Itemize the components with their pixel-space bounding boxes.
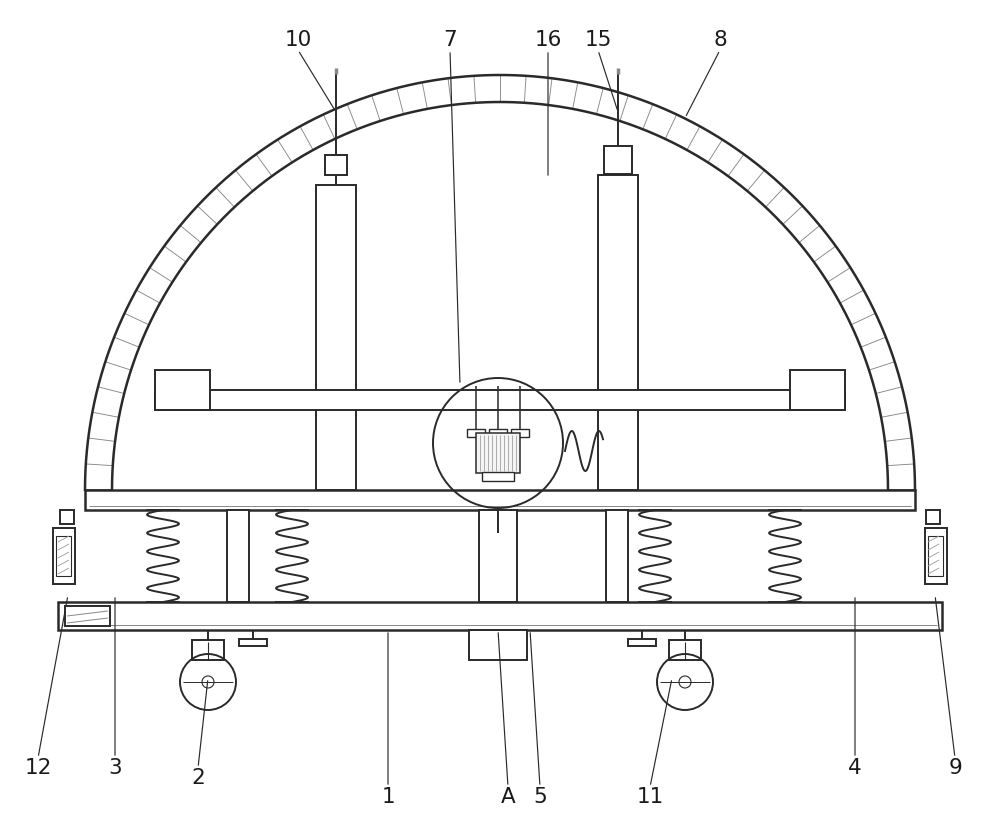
Bar	[155, 370, 210, 410]
Text: 10: 10	[284, 30, 312, 50]
Text: 3: 3	[108, 758, 122, 778]
Text: 15: 15	[584, 30, 612, 50]
Text: 9: 9	[948, 758, 962, 778]
Bar	[325, 155, 347, 175]
Bar	[926, 510, 940, 524]
Bar	[604, 146, 632, 174]
Bar	[60, 510, 74, 524]
Bar	[469, 630, 527, 660]
Bar	[56, 536, 71, 576]
Bar	[511, 429, 529, 437]
Bar	[928, 536, 943, 576]
Bar	[53, 528, 75, 584]
Text: 11: 11	[636, 787, 664, 807]
Bar	[925, 528, 947, 584]
Bar	[606, 510, 628, 602]
Text: 1: 1	[381, 787, 395, 807]
Bar	[155, 390, 845, 410]
Bar	[482, 472, 514, 481]
Text: A: A	[501, 787, 515, 807]
Bar	[467, 429, 485, 437]
Bar	[227, 510, 249, 602]
Bar	[316, 185, 356, 490]
Text: 4: 4	[848, 758, 862, 778]
Text: 2: 2	[191, 768, 205, 788]
Text: 16: 16	[534, 30, 562, 50]
Text: 5: 5	[533, 787, 547, 807]
Bar	[239, 639, 267, 646]
Bar	[58, 602, 942, 630]
Bar	[479, 510, 517, 602]
Bar	[598, 175, 638, 490]
Bar	[85, 490, 915, 510]
Bar	[476, 433, 520, 473]
Text: 12: 12	[24, 758, 52, 778]
Text: 7: 7	[443, 30, 457, 50]
Bar	[489, 429, 507, 437]
Bar	[669, 640, 701, 660]
Text: 8: 8	[713, 30, 727, 50]
Bar	[628, 639, 656, 646]
Bar	[790, 370, 845, 410]
Bar	[65, 606, 110, 626]
Bar	[192, 640, 224, 660]
